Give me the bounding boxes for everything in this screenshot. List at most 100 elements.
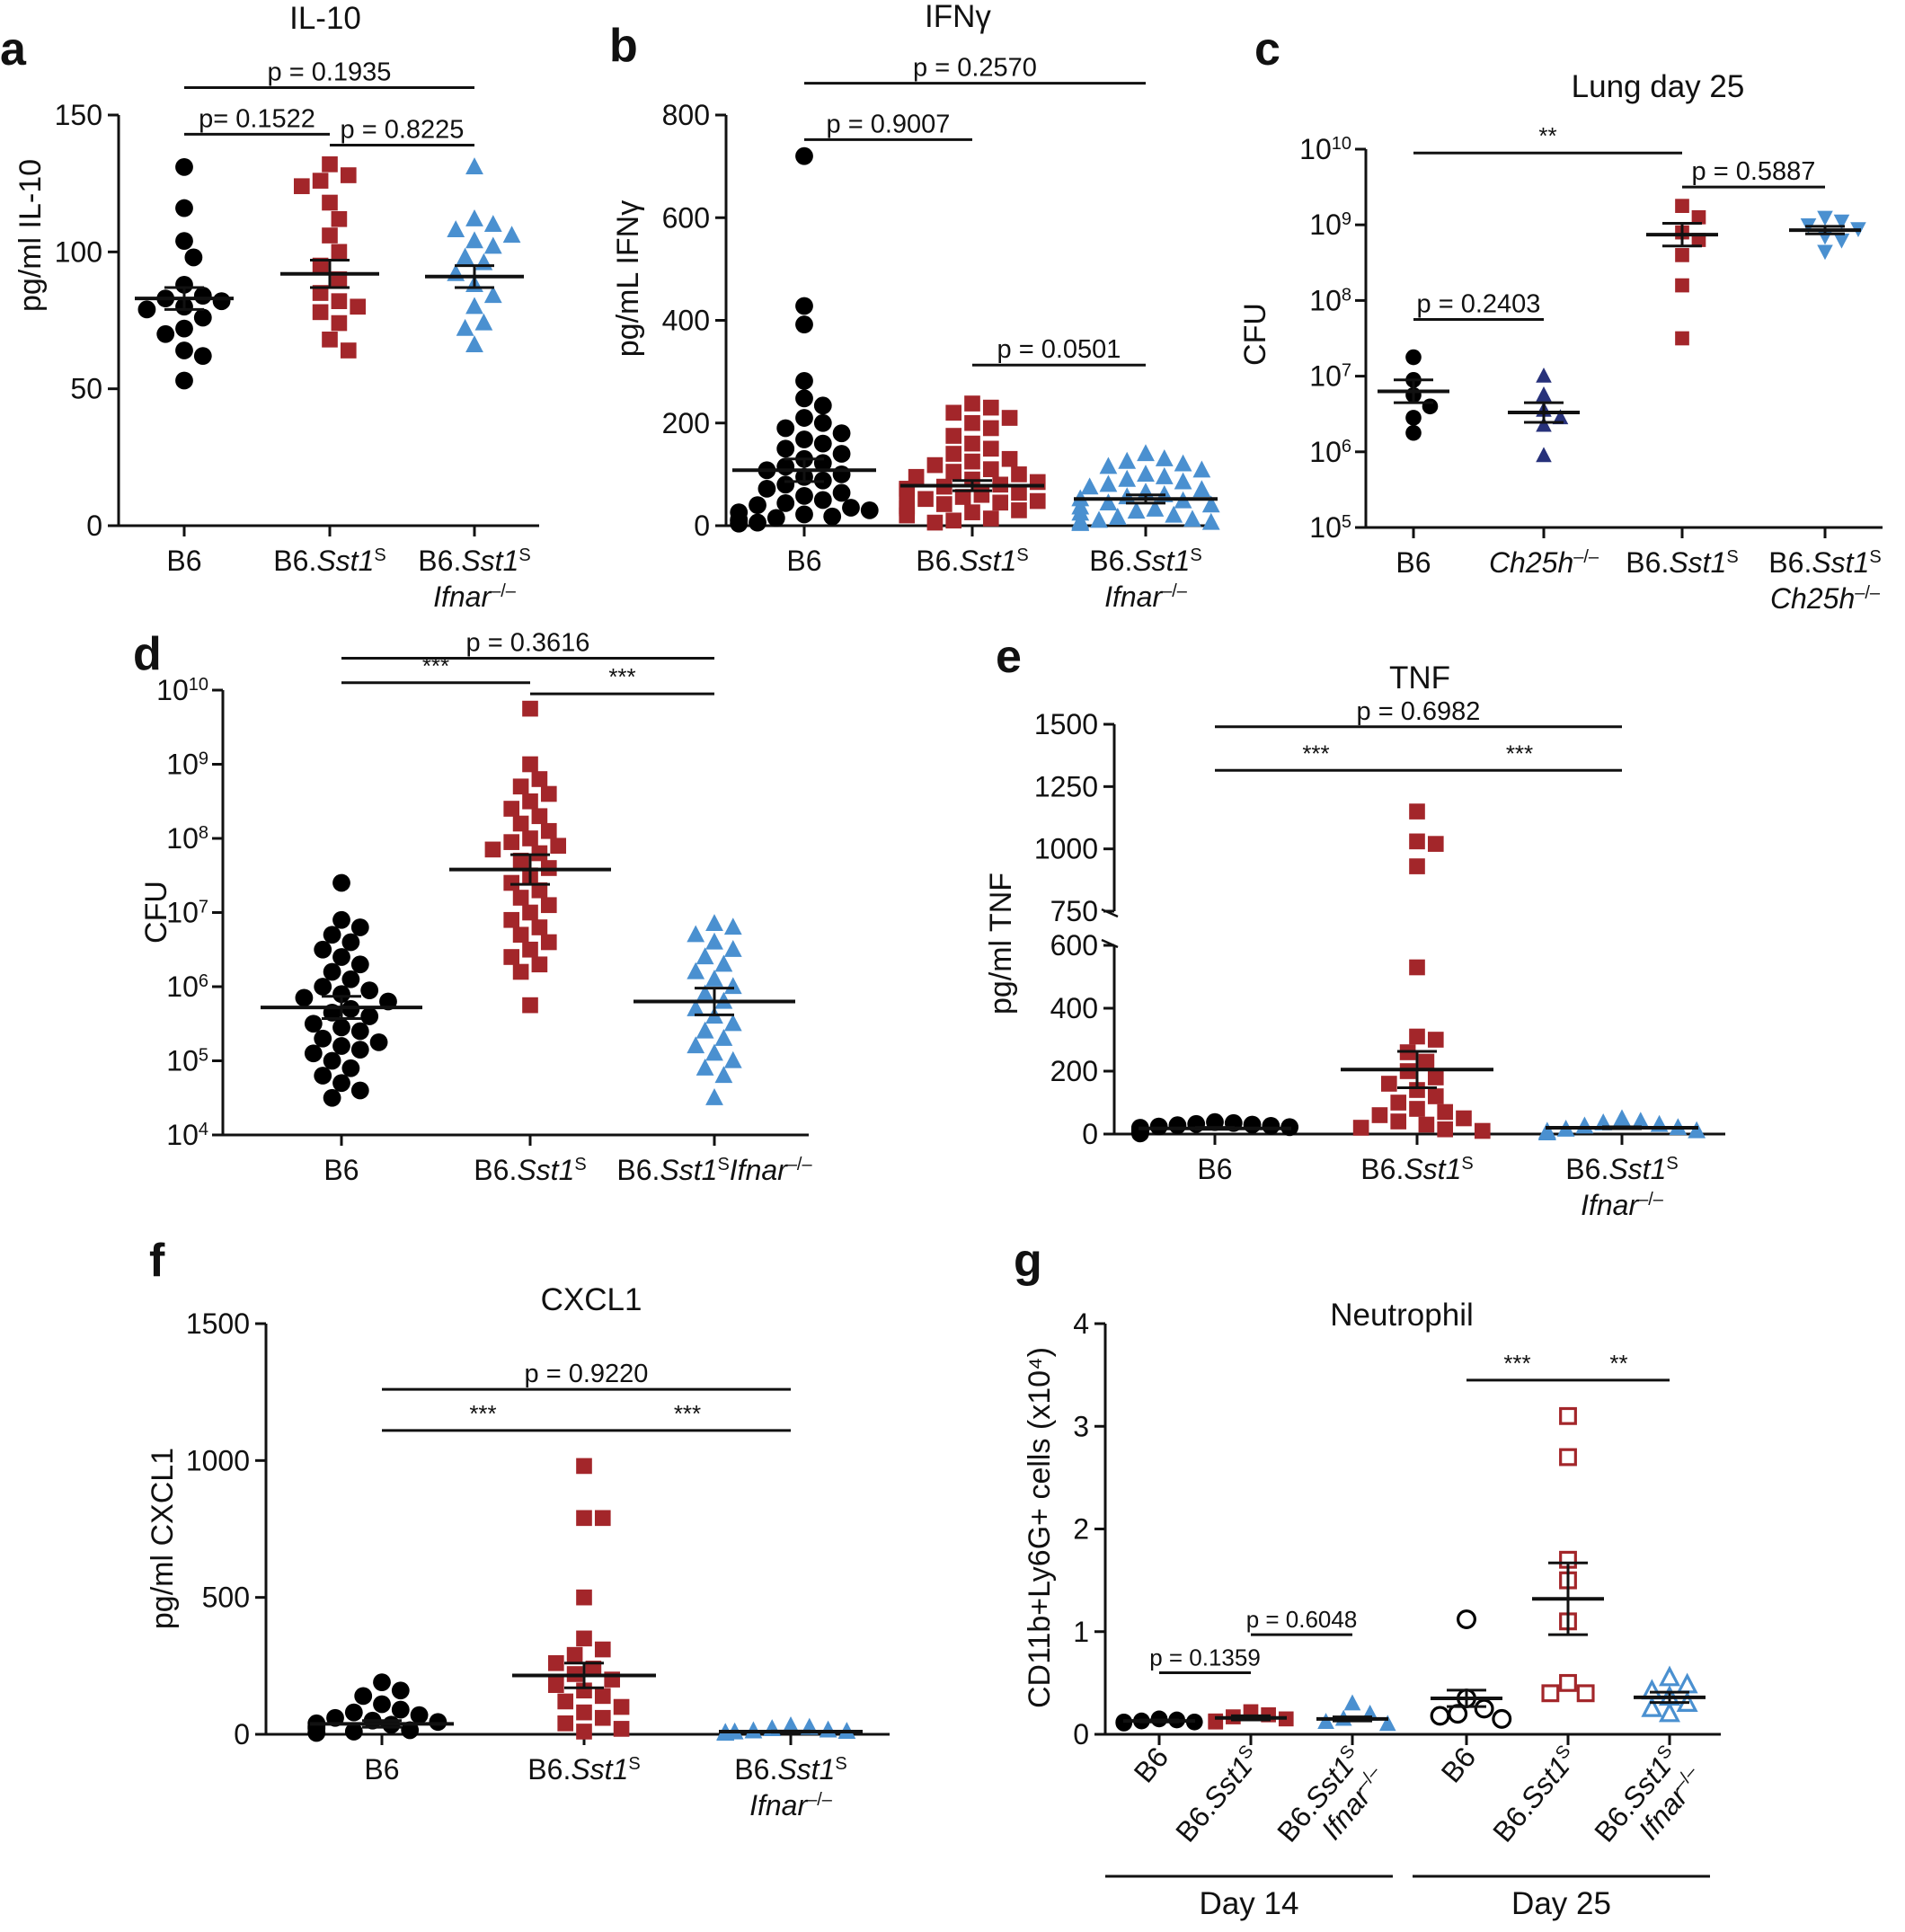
data-point	[350, 298, 367, 315]
series-3	[1789, 210, 1866, 261]
data-point	[1371, 1107, 1388, 1123]
data-point	[1099, 474, 1118, 492]
data-point	[1080, 477, 1099, 495]
data-point	[557, 1693, 574, 1710]
data-point	[1155, 448, 1174, 466]
data-point	[391, 1681, 410, 1700]
data-point	[795, 409, 813, 427]
data-point	[1536, 386, 1552, 402]
data-point	[503, 834, 520, 850]
y-tick-label: 600	[1050, 929, 1098, 962]
data-point	[483, 215, 502, 232]
data-point	[1071, 513, 1090, 531]
y-tick-label: 107	[166, 897, 208, 929]
data-point	[1011, 502, 1027, 518]
label-part: Ifnar	[749, 1789, 808, 1821]
data-point	[723, 1050, 742, 1068]
label-part: B6	[1197, 1153, 1232, 1185]
y-axis-title: pg/ml TNF	[984, 873, 1018, 1015]
tick-base: 10	[166, 1045, 199, 1077]
panel-label: f	[149, 1235, 165, 1287]
y-tick-label: 2	[1073, 1513, 1089, 1546]
data-point	[1011, 484, 1027, 501]
data-point	[1537, 1123, 1556, 1141]
x-category-label-line2: Ch25h–/–	[1770, 582, 1881, 615]
x-category-label: B6	[1435, 1741, 1483, 1788]
y-tick-label: 200	[1050, 1055, 1098, 1087]
data-point	[531, 771, 548, 787]
data-point	[1675, 278, 1689, 293]
data-point	[964, 395, 980, 412]
data-point	[522, 830, 538, 846]
label-part: B6.	[273, 545, 316, 577]
data-point	[1613, 1109, 1631, 1127]
x-category-label: B6.Sst1S	[1360, 1153, 1473, 1185]
data-point	[1137, 444, 1155, 462]
y-tick-label: 106	[1309, 436, 1351, 468]
y-tick-label: 105	[1309, 511, 1351, 544]
data-point	[832, 483, 851, 502]
data-point	[360, 981, 379, 1000]
data-point	[973, 486, 990, 503]
chart-title: TNF	[1389, 660, 1450, 696]
data-point	[723, 939, 742, 957]
data-point	[714, 954, 733, 972]
label-part: S	[1461, 1154, 1473, 1174]
data-point	[323, 1051, 341, 1070]
data-point	[832, 424, 851, 443]
data-point	[1675, 199, 1689, 213]
data-point	[354, 1687, 373, 1706]
label-part: S	[1869, 547, 1881, 567]
data-point	[926, 514, 944, 531]
data-point	[945, 512, 962, 529]
y-tick-label: 1000	[1034, 833, 1098, 865]
data-point	[594, 1688, 611, 1705]
series-1	[1208, 1704, 1294, 1730]
data-point	[982, 399, 999, 416]
data-point	[832, 465, 851, 483]
data-point	[1456, 1110, 1472, 1127]
data-point	[964, 453, 980, 470]
data-point	[1430, 1706, 1450, 1726]
tick-base: 10	[166, 822, 199, 855]
data-point	[341, 933, 360, 952]
x-category-label: B6	[364, 1753, 399, 1786]
x-category-label: B6.Sst1S	[273, 545, 385, 577]
y-axis-title: pg/ml IL-10	[13, 159, 48, 312]
series-0	[261, 873, 422, 1107]
data-point	[1422, 398, 1439, 415]
label-part: B6.	[1768, 546, 1812, 579]
label-part: S	[628, 1754, 640, 1774]
tick-exponent: 9	[1342, 209, 1351, 229]
tick-base: 10	[1309, 511, 1342, 544]
tick-base: 10	[1309, 436, 1342, 468]
y-tick-label: 500	[202, 1582, 250, 1614]
x-category-label: B6.Sst1SIfnar–/–	[1271, 1741, 1384, 1848]
data-point	[1437, 1121, 1454, 1138]
data-point	[322, 332, 338, 348]
data-point	[350, 1081, 369, 1100]
x-category-label: B6.Sst1S	[418, 545, 530, 577]
label-part: S	[374, 545, 385, 565]
data-point	[456, 247, 474, 265]
data-point	[1691, 209, 1706, 225]
x-category-label: B6.Sst1SIfnar–/–	[1588, 1741, 1701, 1848]
x-category-label-line2: Ifnar–/–	[1581, 1189, 1664, 1221]
data-point	[1352, 1120, 1369, 1136]
data-point	[982, 510, 999, 527]
data-point	[512, 815, 529, 832]
data-point	[917, 491, 934, 508]
data-point	[531, 919, 548, 935]
label-part: B6	[364, 1753, 399, 1786]
data-point	[992, 494, 1009, 511]
y-tick-label: 1250	[1034, 770, 1098, 802]
series-2	[1071, 444, 1220, 531]
panel-g: g Neutrophil CD11b+Ly6G+ cells (x10⁴) 0 1 2 3 4…	[1014, 1235, 1721, 1921]
data-point	[1192, 460, 1211, 478]
data-point	[503, 801, 520, 817]
data-point	[295, 988, 314, 1007]
data-point	[522, 997, 538, 1014]
data-point	[344, 1703, 363, 1722]
data-point	[1474, 1122, 1491, 1139]
